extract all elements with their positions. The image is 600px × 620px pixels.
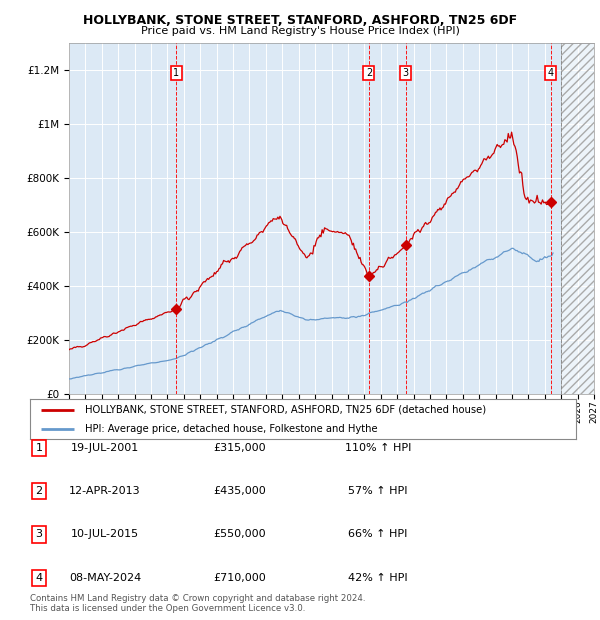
Text: £435,000: £435,000 <box>214 486 266 496</box>
Text: 2: 2 <box>35 486 43 496</box>
Text: 66% ↑ HPI: 66% ↑ HPI <box>349 529 407 539</box>
Text: 4: 4 <box>547 68 554 78</box>
Text: 1: 1 <box>35 443 43 453</box>
Text: 10-JUL-2015: 10-JUL-2015 <box>71 529 139 539</box>
Text: 12-APR-2013: 12-APR-2013 <box>69 486 141 496</box>
Text: 3: 3 <box>403 68 409 78</box>
Bar <box>561 43 594 394</box>
Text: 3: 3 <box>35 529 43 539</box>
Text: Contains HM Land Registry data © Crown copyright and database right 2024.: Contains HM Land Registry data © Crown c… <box>30 593 365 603</box>
Text: HOLLYBANK, STONE STREET, STANFORD, ASHFORD, TN25 6DF: HOLLYBANK, STONE STREET, STANFORD, ASHFO… <box>83 14 517 27</box>
Text: 1: 1 <box>173 68 179 78</box>
Text: 42% ↑ HPI: 42% ↑ HPI <box>348 573 408 583</box>
Text: This data is licensed under the Open Government Licence v3.0.: This data is licensed under the Open Gov… <box>30 603 305 613</box>
Text: 110% ↑ HPI: 110% ↑ HPI <box>345 443 411 453</box>
Text: £550,000: £550,000 <box>214 529 266 539</box>
Bar <box>561 43 594 394</box>
Text: 19-JUL-2001: 19-JUL-2001 <box>71 443 139 453</box>
Text: £315,000: £315,000 <box>214 443 266 453</box>
Text: 08-MAY-2024: 08-MAY-2024 <box>69 573 141 583</box>
Text: HOLLYBANK, STONE STREET, STANFORD, ASHFORD, TN25 6DF (detached house): HOLLYBANK, STONE STREET, STANFORD, ASHFO… <box>85 405 486 415</box>
Text: 4: 4 <box>35 573 43 583</box>
Text: 57% ↑ HPI: 57% ↑ HPI <box>348 486 408 496</box>
Text: HPI: Average price, detached house, Folkestone and Hythe: HPI: Average price, detached house, Folk… <box>85 424 377 434</box>
Text: Price paid vs. HM Land Registry's House Price Index (HPI): Price paid vs. HM Land Registry's House … <box>140 26 460 36</box>
Text: 2: 2 <box>366 68 372 78</box>
Text: £710,000: £710,000 <box>214 573 266 583</box>
